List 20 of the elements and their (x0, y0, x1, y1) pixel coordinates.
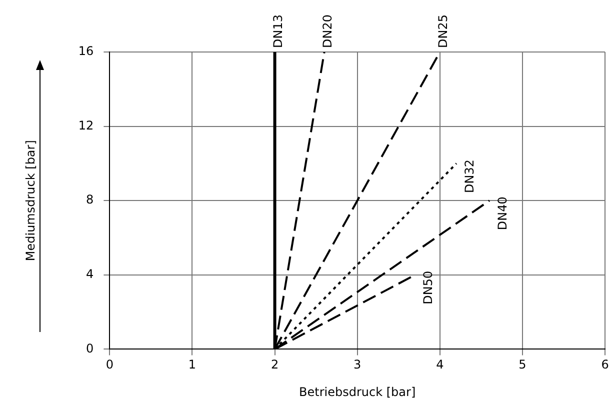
x-tick-label: 2 (270, 358, 279, 372)
x-tick-label: 4 (436, 358, 444, 372)
text: DN20 (320, 14, 334, 48)
x-tick-label: 1 (188, 358, 196, 372)
y-tick-label: 16 (78, 44, 94, 58)
x-tick-label: 5 (518, 358, 526, 372)
y-tick-label: 8 (86, 192, 94, 207)
x-tick-label: 3 (354, 358, 362, 372)
y-tick-label: 4 (86, 267, 94, 282)
y-tick-label: 12 (78, 118, 94, 132)
x-axis-title: Betriebsdruck [bar] (299, 384, 416, 399)
text: DN50 (421, 270, 436, 304)
text: DN13 (270, 14, 285, 48)
x-tick-label: 0 (106, 358, 114, 372)
y-tick-label: 0 (86, 341, 94, 356)
text: DN25 (436, 14, 450, 48)
y-axis-title: Mediumsdruck [bar] (23, 140, 38, 262)
text: DN32 (462, 159, 477, 193)
x-tick-label: 6 (601, 358, 609, 372)
text: DN40 (496, 196, 510, 230)
